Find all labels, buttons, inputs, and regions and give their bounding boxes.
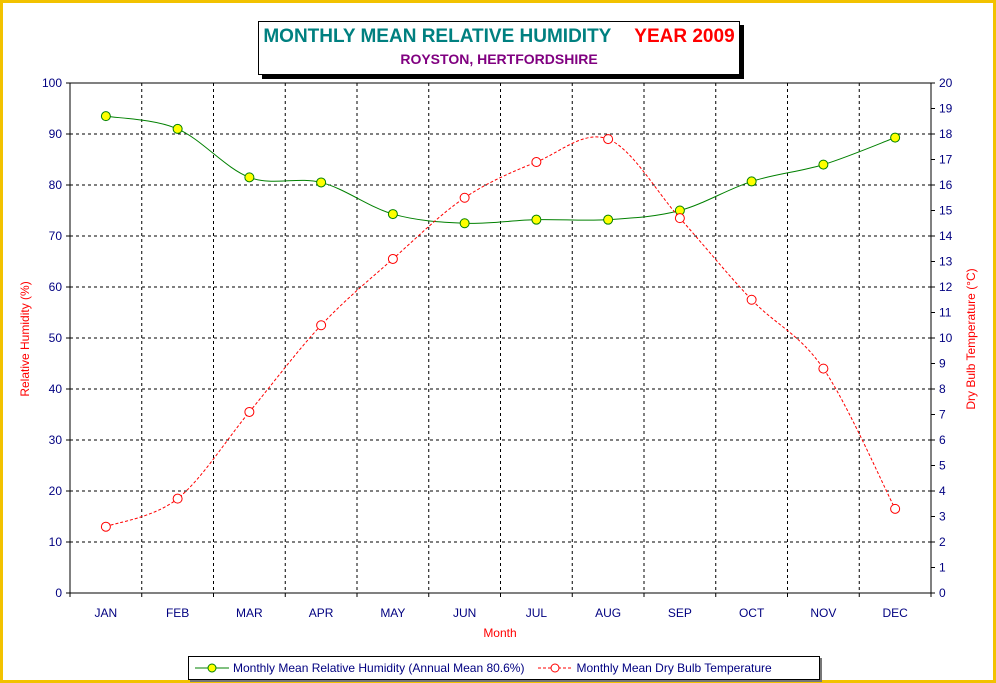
y2-tick-label: 18 bbox=[939, 127, 953, 141]
x-tick-label: FEB bbox=[166, 606, 189, 620]
temperature-point-aug bbox=[603, 134, 614, 145]
legend-temperature-label: Monthly Mean Dry Bulb Temperature bbox=[576, 661, 772, 675]
y-tick-label: 70 bbox=[49, 229, 63, 243]
humidity-point-oct bbox=[746, 176, 757, 187]
y2-tick-label: 17 bbox=[939, 153, 953, 167]
x-tick-label: NOV bbox=[810, 606, 836, 620]
humidity-point-apr bbox=[316, 177, 327, 188]
series-line-humidity bbox=[105, 115, 896, 224]
humidity-point-jun bbox=[459, 218, 470, 229]
humidity-point-nov bbox=[818, 159, 829, 170]
legend: Monthly Mean Relative Humidity (Annual M… bbox=[188, 656, 820, 680]
legend-humidity-marker bbox=[195, 663, 229, 673]
temperature-point-dec bbox=[890, 503, 901, 514]
x-tick-label: MAR bbox=[236, 606, 263, 620]
chart-subtitle: ROYSTON, HERTFORDSHIRE bbox=[400, 51, 598, 67]
y2-tick-label: 2 bbox=[939, 535, 946, 549]
y2-tick-label: 9 bbox=[939, 357, 946, 371]
y2-tick-label: 8 bbox=[939, 382, 946, 396]
y-tick-label: 10 bbox=[49, 535, 63, 549]
y2-tick-label: 16 bbox=[939, 178, 953, 192]
y-tick-label: 20 bbox=[49, 484, 63, 498]
x-tick-label: OCT bbox=[739, 606, 765, 620]
temperature-point-sep bbox=[674, 213, 685, 224]
x-axis-label: Month bbox=[483, 626, 516, 640]
x-tick-label: JAN bbox=[95, 606, 118, 620]
temperature-point-feb bbox=[172, 493, 183, 504]
y2-tick-label: 4 bbox=[939, 484, 946, 498]
x-tick-label: APR bbox=[309, 606, 334, 620]
temperature-point-jan bbox=[100, 521, 111, 532]
x-tick-label: DEC bbox=[882, 606, 908, 620]
x-tick-label: SEP bbox=[668, 606, 692, 620]
humidity-point-may bbox=[387, 209, 398, 220]
y-tick-label: 60 bbox=[49, 280, 63, 294]
y-tick-label: 90 bbox=[49, 127, 63, 141]
humidity-point-mar bbox=[244, 172, 255, 183]
legend-humidity-label: Monthly Mean Relative Humidity (Annual M… bbox=[233, 661, 525, 675]
humidity-point-feb bbox=[172, 123, 183, 134]
humidity-point-jan bbox=[100, 111, 111, 122]
chart-year: YEAR 2009 bbox=[634, 26, 735, 47]
y-tick-label: 100 bbox=[42, 76, 62, 90]
y2-tick-label: 10 bbox=[939, 331, 953, 345]
y-axis-label: Relative Humidity (%) bbox=[18, 281, 32, 396]
y2-tick-label: 0 bbox=[939, 586, 946, 600]
y-tick-label: 0 bbox=[55, 586, 62, 600]
temperature-point-may bbox=[387, 253, 398, 264]
y2-tick-label: 11 bbox=[939, 306, 952, 320]
x-tick-label: JUN bbox=[453, 606, 476, 620]
temperature-point-mar bbox=[244, 406, 255, 417]
humidity-point-aug bbox=[603, 214, 614, 225]
temperature-point-apr bbox=[316, 320, 327, 331]
plot-border bbox=[69, 82, 932, 594]
y2-tick-label: 7 bbox=[939, 408, 946, 422]
y-tick-label: 40 bbox=[49, 382, 63, 396]
y2-tick-label: 13 bbox=[939, 255, 953, 269]
chart-plot: 0102030405060708090100012345678910111213… bbox=[18, 76, 978, 640]
humidity-point-dec bbox=[890, 132, 901, 143]
y2-tick-label: 12 bbox=[939, 280, 953, 294]
x-tick-label: JUL bbox=[526, 606, 548, 620]
temperature-point-jun bbox=[459, 192, 470, 203]
y-tick-label: 30 bbox=[49, 433, 63, 447]
temperature-point-jul bbox=[531, 157, 542, 168]
y2-tick-label: 14 bbox=[939, 229, 953, 243]
y2-tick-label: 20 bbox=[939, 76, 953, 90]
y2-tick-label: 6 bbox=[939, 433, 946, 447]
chart-title-box: MONTHLY MEAN RELATIVE HUMIDITY YEAR 2009… bbox=[258, 21, 740, 75]
chart-title: MONTHLY MEAN RELATIVE HUMIDITY bbox=[263, 26, 612, 47]
y-tick-label: 50 bbox=[49, 331, 63, 345]
y2-tick-label: 3 bbox=[939, 510, 946, 524]
y-tick-label: 80 bbox=[49, 178, 63, 192]
temperature-point-oct bbox=[746, 294, 757, 305]
y2-tick-label: 19 bbox=[939, 102, 953, 116]
legend-temperature-marker bbox=[538, 663, 573, 673]
x-tick-label: AUG bbox=[595, 606, 621, 620]
legend-entry-temperature: Monthly Mean Dry Bulb Temperature bbox=[532, 661, 772, 675]
temperature-point-nov bbox=[818, 363, 829, 374]
y2-axis-label: Dry Bulb Temperature (°C) bbox=[964, 268, 978, 409]
legend-entry-humidity: Monthly Mean Relative Humidity (Annual M… bbox=[189, 661, 524, 675]
humidity-point-jul bbox=[531, 214, 542, 225]
y2-tick-label: 5 bbox=[939, 459, 946, 473]
y2-tick-label: 15 bbox=[939, 204, 953, 218]
x-tick-label: MAY bbox=[380, 606, 405, 620]
y2-tick-label: 1 bbox=[939, 561, 946, 575]
